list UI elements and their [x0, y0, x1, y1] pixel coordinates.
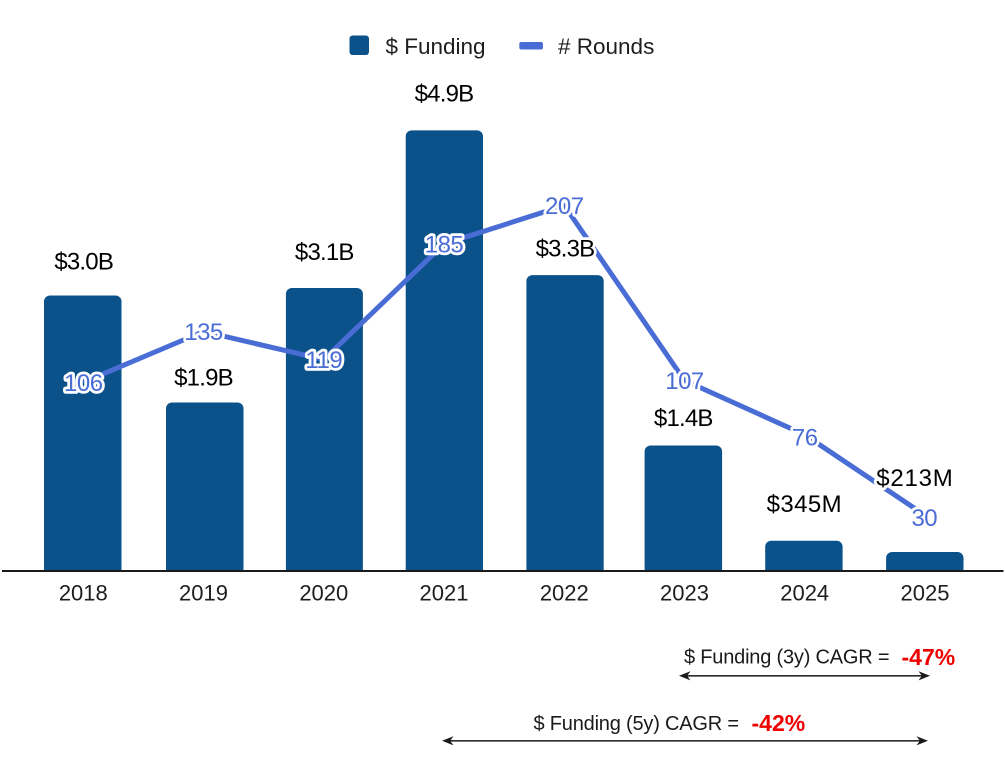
svg-text:-47%: -47%: [902, 644, 956, 670]
svg-text:30: 30: [911, 505, 937, 532]
svg-text:-42%: -42%: [752, 710, 806, 736]
svg-text:2019: 2019: [179, 581, 228, 606]
svg-text:$345M: $345M: [767, 491, 842, 518]
svg-text:76: 76: [792, 424, 818, 451]
svg-text:2021: 2021: [420, 581, 469, 606]
svg-text:135: 135: [184, 319, 223, 346]
svg-text:106: 106: [64, 370, 103, 397]
svg-text:$ Funding (5y) CAGR =: $ Funding (5y) CAGR =: [534, 713, 739, 735]
svg-text:# Rounds: # Rounds: [558, 34, 654, 59]
svg-text:119: 119: [305, 347, 342, 374]
svg-text:2022: 2022: [540, 581, 589, 606]
svg-text:107: 107: [665, 368, 704, 395]
svg-text:$1.9B: $1.9B: [174, 365, 233, 392]
svg-text:$1.4B: $1.4B: [654, 405, 713, 432]
svg-text:$3.1B: $3.1B: [295, 239, 354, 266]
svg-text:185: 185: [425, 232, 464, 259]
svg-text:$ Funding (3y) CAGR =: $ Funding (3y) CAGR =: [684, 647, 889, 669]
svg-text:2023: 2023: [660, 581, 709, 606]
svg-text:$4.9B: $4.9B: [415, 81, 474, 108]
svg-text:207: 207: [545, 193, 584, 220]
svg-text:$213M: $213M: [876, 465, 953, 492]
svg-text:$ Funding: $ Funding: [386, 34, 486, 59]
svg-text:2020: 2020: [299, 581, 348, 606]
svg-text:2018: 2018: [59, 581, 108, 606]
svg-text:2025: 2025: [901, 581, 950, 606]
svg-text:2024: 2024: [780, 581, 829, 606]
svg-text:$3.0B: $3.0B: [54, 249, 113, 276]
svg-text:$3.3B: $3.3B: [536, 236, 595, 263]
